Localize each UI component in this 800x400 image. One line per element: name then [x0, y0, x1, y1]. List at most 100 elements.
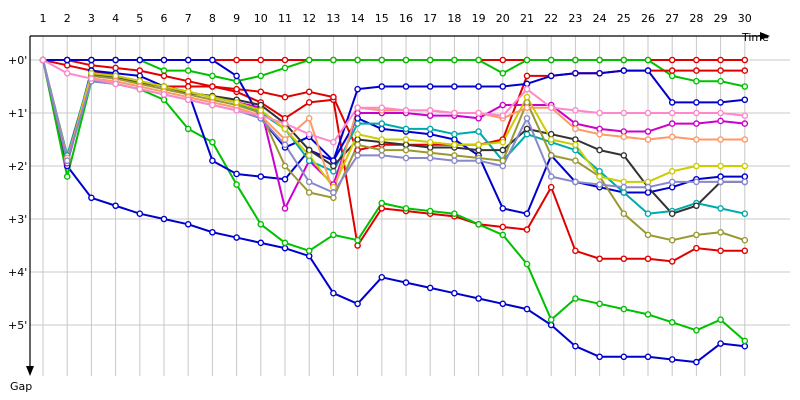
x-tick-label: 25 — [617, 12, 631, 25]
data-point — [330, 231, 337, 239]
data-point — [475, 141, 482, 149]
data-point — [741, 210, 749, 217]
data-point — [354, 130, 361, 138]
data-point — [620, 178, 628, 186]
data-point — [426, 207, 434, 215]
data-point — [378, 273, 386, 281]
data-point — [523, 125, 531, 133]
data-point — [451, 109, 458, 117]
data-point — [499, 231, 507, 239]
data-point — [281, 93, 289, 101]
y-axis-title: Gap — [10, 380, 32, 393]
data-point — [426, 112, 434, 119]
data-point — [693, 178, 700, 186]
x-tick-label: 18 — [447, 12, 461, 25]
data-point — [620, 133, 628, 141]
data-point — [717, 136, 724, 143]
data-point — [136, 72, 144, 80]
data-point — [354, 85, 361, 93]
data-point — [596, 300, 603, 308]
data-point — [402, 146, 410, 154]
data-point — [160, 215, 168, 223]
data-point — [499, 300, 507, 308]
data-point — [402, 279, 410, 286]
data-point — [63, 173, 71, 180]
data-point — [693, 120, 700, 127]
data-point — [233, 170, 240, 178]
data-point — [330, 56, 337, 64]
data-point — [693, 162, 700, 170]
data-point — [233, 99, 240, 106]
data-point — [354, 109, 361, 117]
data-point — [257, 173, 265, 180]
x-tick-label: 30 — [738, 12, 752, 25]
data-point — [378, 146, 386, 154]
data-point — [330, 138, 337, 146]
data-point — [378, 120, 386, 127]
data-point — [354, 242, 361, 249]
data-point — [644, 109, 652, 117]
x-tick-label: 22 — [544, 12, 558, 25]
data-point — [330, 194, 337, 202]
data-point — [499, 157, 507, 164]
data-point — [547, 72, 555, 80]
data-point — [426, 83, 434, 90]
x-tick-label: 9 — [233, 12, 240, 25]
data-point — [354, 152, 361, 159]
data-point — [596, 181, 603, 188]
data-point — [305, 189, 313, 196]
data-point — [523, 72, 531, 80]
data-point — [596, 353, 603, 361]
data-point — [717, 205, 724, 212]
data-point — [547, 104, 555, 111]
data-point — [668, 120, 676, 127]
data-point — [620, 128, 628, 135]
data-point — [305, 88, 313, 96]
data-point — [668, 167, 676, 175]
data-point — [378, 205, 386, 212]
y-tick-label: +3' — [8, 213, 27, 226]
data-point — [693, 326, 700, 334]
data-point — [451, 289, 458, 297]
data-point — [184, 88, 192, 96]
data-point — [402, 136, 410, 143]
data-point — [233, 85, 240, 93]
data-point — [378, 199, 386, 207]
data-point — [88, 56, 95, 64]
data-point — [402, 205, 410, 212]
data-point — [233, 72, 240, 80]
data-point — [426, 130, 434, 138]
x-tick-label: 10 — [254, 12, 268, 25]
data-point — [523, 210, 531, 217]
data-point — [112, 56, 119, 64]
data-point — [717, 162, 724, 170]
data-point — [668, 67, 676, 74]
data-point — [693, 77, 700, 85]
data-point — [523, 115, 531, 122]
x-tick-label: 27 — [665, 12, 679, 25]
data-point — [572, 69, 579, 77]
data-point — [39, 56, 47, 64]
series-line — [43, 59, 745, 162]
data-point — [233, 234, 240, 241]
data-point — [620, 56, 628, 64]
data-point — [378, 56, 386, 64]
data-point — [305, 146, 313, 154]
data-point — [354, 136, 361, 143]
data-point — [88, 62, 95, 69]
data-point — [112, 80, 119, 88]
data-point — [499, 162, 507, 170]
data-point — [741, 96, 749, 104]
x-tick-label: 15 — [375, 12, 389, 25]
data-point — [668, 178, 676, 186]
data-point — [305, 56, 313, 64]
data-point — [644, 255, 652, 263]
data-point — [523, 80, 531, 88]
data-point — [330, 289, 337, 297]
data-point — [620, 305, 628, 313]
y-axis-arrow — [26, 366, 34, 376]
data-point — [668, 133, 676, 141]
y-tick-label: +1' — [8, 107, 27, 120]
data-point — [693, 67, 700, 74]
data-point — [620, 255, 628, 263]
